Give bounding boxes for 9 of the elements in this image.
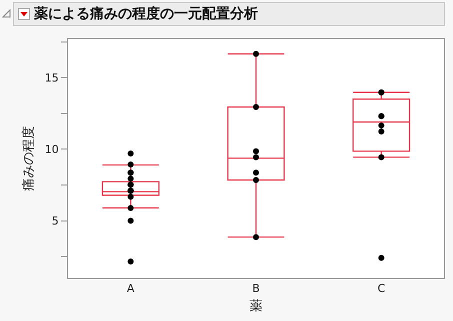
- y-tick-label: 5: [52, 214, 59, 228]
- x-tick-label: A: [126, 282, 135, 296]
- y-axis-title: 痛みの程度: [20, 126, 37, 191]
- chart-title: 薬による痛みの程度の一元配置分析: [34, 5, 258, 23]
- y-tick-label: 15: [44, 71, 59, 84]
- x-tick-label: B: [252, 282, 260, 296]
- x-tick-label: C: [377, 282, 386, 296]
- y-tick-label: 10: [44, 143, 59, 156]
- x-axis-title: 薬: [250, 298, 262, 314]
